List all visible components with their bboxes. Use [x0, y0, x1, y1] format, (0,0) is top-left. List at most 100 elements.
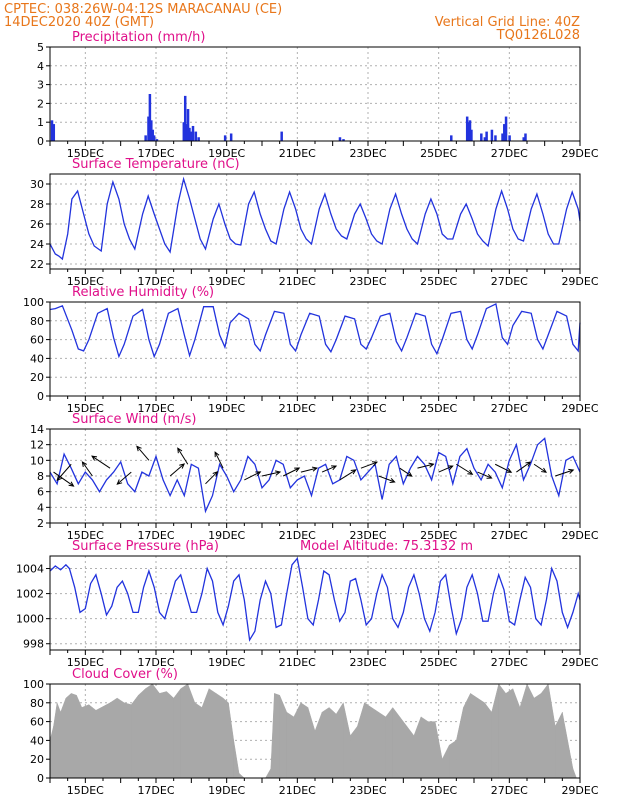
rh-ytick-label: 20 — [30, 371, 44, 384]
pressure-xtick-label: 23DEC — [349, 656, 386, 669]
wind-vector-head — [294, 467, 301, 473]
temp-xtick-label: 29DEC — [561, 275, 598, 288]
wind-vector-head — [275, 470, 282, 476]
wind-vector-head — [56, 475, 62, 482]
cloud-area-segment — [519, 683, 528, 779]
cloud-area-segment — [293, 702, 302, 779]
cloud-area-segment — [123, 702, 132, 779]
cloud-area-segment — [279, 695, 287, 779]
wind-xtick-label: 27DEC — [491, 529, 528, 542]
wind-vector — [244, 471, 261, 481]
precip-bar — [144, 135, 147, 141]
wind-vector-head — [116, 479, 123, 485]
cloud-area-segment — [406, 725, 415, 779]
precip-bar — [182, 122, 186, 141]
wind-vector-head — [406, 471, 413, 477]
temp-xtick-label: 17DEC — [137, 275, 174, 288]
precip-bar — [494, 135, 497, 141]
precip-bar — [50, 120, 54, 141]
pressure-xtick-label: 27DEC — [491, 656, 528, 669]
rh-xtick-label: 25DEC — [420, 402, 457, 415]
cloud-area-segment — [413, 716, 422, 779]
cloud-area-segment — [56, 702, 61, 779]
cloud-area-segment — [569, 749, 574, 779]
rh-xtick-label: 21DEC — [279, 402, 316, 415]
pressure-annotation: Model Altitude: 75.3132 m — [300, 539, 473, 554]
model-code: TQ0126L028 — [496, 28, 580, 43]
cloud-area-segment — [449, 739, 457, 779]
wind-xtick-label: 19DEC — [208, 529, 245, 542]
cloud-area-segment — [215, 692, 224, 779]
precip-bar — [150, 120, 153, 141]
cloud-area-segment — [350, 725, 358, 779]
wind-xtick-label: 29DEC — [561, 529, 598, 542]
wind-line — [49, 437, 581, 514]
cloud-area-segment — [173, 687, 181, 779]
pressure-ytick-label: 1002 — [16, 588, 44, 601]
precip-bar — [229, 133, 233, 141]
temp-xtick-label: 23DEC — [349, 275, 386, 288]
cloud-xtick-label: 25DEC — [420, 784, 457, 797]
precip-frame — [49, 46, 581, 142]
temp-xtick-label: 27DEC — [491, 275, 528, 288]
wind-ytick-label: 10 — [30, 454, 44, 467]
cloud-area-segment — [88, 704, 97, 779]
cloud-area-segment — [321, 707, 330, 779]
run-date: 14DEC2020 40Z (GMT) — [4, 15, 154, 30]
precip-bar — [485, 131, 488, 141]
rh-xtick-label: 27DEC — [491, 402, 528, 415]
cloud-panel: Cloud Cover (%) 0 20 40 60 80 100 15DEC 17DEC 19D… — [23, 667, 599, 797]
wind-vector — [214, 451, 224, 469]
wind-vector — [53, 471, 74, 487]
cloud-area-segment — [222, 697, 229, 779]
wind-title: Surface Wind (m/s) — [72, 412, 196, 427]
precip-bar — [480, 133, 483, 141]
cloud-area-segment — [399, 716, 408, 779]
precip-bar — [503, 124, 506, 141]
precip-bar — [183, 95, 187, 141]
temp-line — [49, 176, 581, 261]
precip-bar — [185, 124, 188, 141]
cloud-ytick-label: 20 — [30, 753, 44, 766]
cloud-area-segment — [76, 695, 83, 779]
temp-ytick-label: 26 — [30, 218, 44, 231]
wind-vector — [456, 463, 473, 475]
precip-bar — [197, 137, 200, 141]
precip-bar — [52, 124, 56, 141]
cloud-area-segment — [187, 683, 196, 779]
cloud-area-segment — [300, 702, 309, 779]
temp-xtick-label: 25DEC — [420, 275, 457, 288]
precip-xtick-label: 15DEC — [67, 147, 104, 160]
precip-bar — [147, 116, 150, 141]
wind-vector-head — [212, 471, 219, 477]
wind-panel: Surface Wind (m/s) 2 4 6 8 10 12 14 15DEC 17DEC 19… — [30, 412, 599, 542]
precip-bar — [465, 116, 469, 141]
cloud-area-segment — [116, 697, 125, 779]
wind-vector — [339, 469, 356, 481]
cloud-area-segment — [274, 693, 280, 779]
wind-vector — [300, 467, 317, 473]
wind-ytick-label: 6 — [37, 486, 44, 499]
cloud-area-segment — [470, 692, 478, 779]
pressure-frame — [49, 555, 581, 651]
rh-line — [49, 302, 581, 359]
cloud-ytick-label: 80 — [30, 697, 44, 710]
cloud-area-segment — [180, 683, 189, 779]
wind-vector-head — [350, 469, 357, 475]
cloud-xtick-label: 17DEC — [137, 784, 174, 797]
pressure-ytick-label: 998 — [23, 638, 44, 651]
wind-xtick-label: 17DEC — [137, 529, 174, 542]
cloud-area-segment — [420, 716, 429, 779]
cloud-area-segment — [95, 706, 104, 779]
temp-ytick-label: 30 — [30, 178, 44, 191]
precip-bar — [338, 137, 342, 141]
wind-vector — [56, 463, 72, 481]
precip-bar — [524, 133, 527, 141]
wind-vector — [169, 463, 185, 477]
precip-bar — [522, 137, 525, 141]
wind-ytick-label: 2 — [37, 517, 44, 530]
rh-xtick-label: 17DEC — [137, 402, 174, 415]
precip-bar — [501, 133, 504, 141]
wind-vector — [360, 461, 378, 469]
wind-vector-head — [541, 467, 548, 473]
